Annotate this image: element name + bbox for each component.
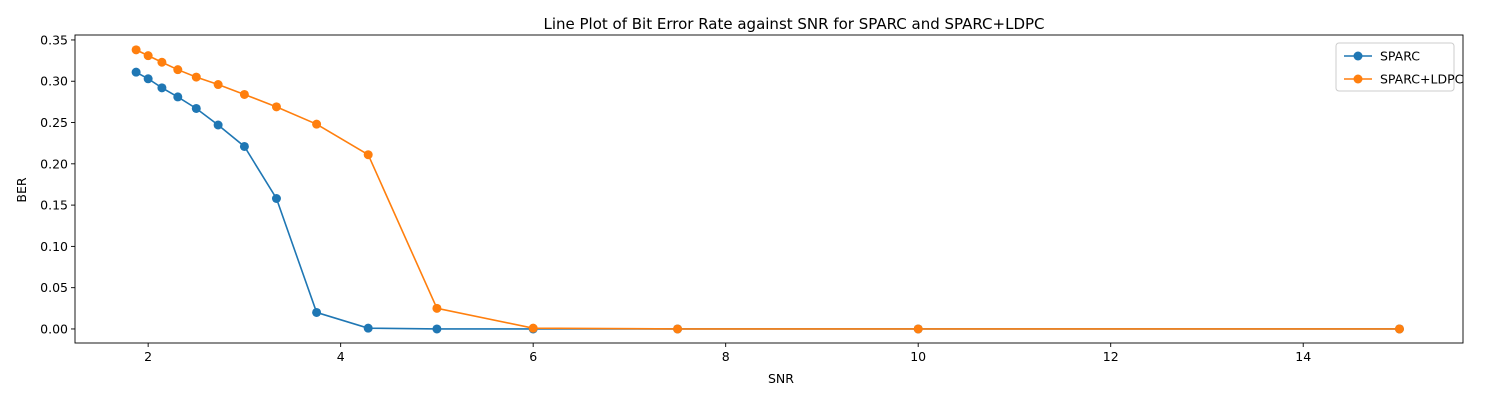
data-point bbox=[432, 303, 442, 313]
data-point bbox=[213, 80, 223, 90]
data-point bbox=[271, 193, 281, 203]
data-point bbox=[913, 324, 923, 334]
data-point bbox=[312, 307, 322, 317]
x-tick-label: 12 bbox=[1103, 349, 1119, 364]
chart-title: Line Plot of Bit Error Rate against SNR … bbox=[543, 15, 1044, 33]
y-tick-label: 0.20 bbox=[40, 156, 68, 171]
data-point bbox=[157, 57, 167, 67]
data-point bbox=[191, 72, 201, 82]
data-point bbox=[363, 323, 373, 333]
data-point bbox=[191, 103, 201, 113]
series-sparc-ldpc bbox=[131, 45, 1404, 334]
y-tick-label: 0.00 bbox=[40, 321, 68, 336]
y-axis-label: BER bbox=[14, 177, 29, 202]
legend-label: SPARC bbox=[1380, 49, 1420, 64]
data-point bbox=[131, 45, 141, 55]
data-point bbox=[1394, 324, 1404, 334]
data-point bbox=[312, 119, 322, 129]
y-tick-label: 0.05 bbox=[40, 280, 68, 295]
y-tick-label: 0.10 bbox=[40, 239, 68, 254]
x-tick-label: 6 bbox=[529, 349, 537, 364]
data-point bbox=[239, 141, 249, 151]
data-point bbox=[239, 89, 249, 99]
data-point bbox=[157, 83, 167, 93]
plot-area bbox=[74, 34, 1464, 344]
y-tick-label: 0.25 bbox=[40, 115, 68, 130]
x-tick-label: 2 bbox=[144, 349, 152, 364]
y-tick-label: 0.35 bbox=[40, 32, 68, 47]
x-tick-label: 4 bbox=[337, 349, 345, 364]
data-point bbox=[213, 120, 223, 130]
data-point bbox=[173, 65, 183, 75]
data-point bbox=[143, 51, 153, 61]
data-point bbox=[528, 323, 538, 333]
y-tick-label: 0.15 bbox=[40, 198, 68, 213]
legend-marker bbox=[1353, 51, 1363, 61]
x-tick-label: 14 bbox=[1295, 349, 1311, 364]
data-point bbox=[173, 92, 183, 102]
legend-marker bbox=[1353, 74, 1363, 84]
plot-frame bbox=[74, 34, 1464, 344]
data-point bbox=[363, 150, 373, 160]
legend-label: SPARC+LDPC bbox=[1380, 72, 1464, 87]
x-axis: 2 4 6 8 10 12 14 bbox=[144, 343, 1311, 364]
legend: SPARC SPARC+LDPC bbox=[1335, 42, 1464, 92]
y-tick-label: 0.30 bbox=[40, 74, 68, 89]
series-layer bbox=[131, 45, 1404, 334]
data-point bbox=[271, 102, 281, 112]
data-point bbox=[673, 324, 683, 334]
x-tick-label: 10 bbox=[910, 349, 926, 364]
data-point bbox=[432, 324, 442, 334]
data-point bbox=[131, 67, 141, 77]
y-axis: 0.00 0.05 0.10 0.15 0.20 0.25 0.30 0.35 bbox=[40, 32, 75, 336]
data-point bbox=[143, 74, 153, 84]
x-tick-label: 8 bbox=[722, 349, 730, 364]
x-axis-label: SNR bbox=[768, 371, 794, 386]
